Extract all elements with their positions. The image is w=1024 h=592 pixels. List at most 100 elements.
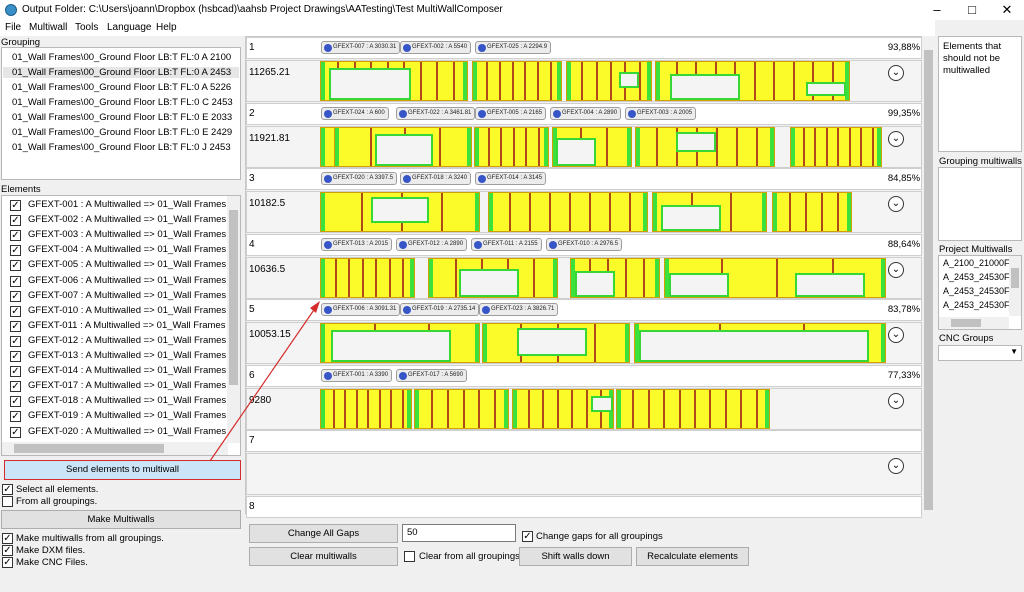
wall-frame-drawing[interactable]: [320, 323, 480, 363]
send-to-multiwall-button[interactable]: Send elements to multiwall: [4, 460, 241, 480]
menu-file[interactable]: File: [5, 22, 22, 33]
project-vscroll-thumb[interactable]: [1011, 268, 1019, 288]
wall-frame-drawing[interactable]: [616, 389, 770, 429]
element-checkbox[interactable]: ✓: [10, 335, 21, 347]
wall-element-chip[interactable]: GFEXT-023 : A 3826.71: [479, 303, 559, 316]
element-item[interactable]: GFEXT-006 : A Multiwalled => 01_Wall Fra…: [28, 274, 240, 286]
element-checkbox[interactable]: ✓: [10, 426, 21, 438]
elements-vscroll-thumb[interactable]: [229, 210, 238, 385]
wall-frame-drawing[interactable]: [334, 127, 472, 167]
wall-frame-drawing[interactable]: [414, 389, 509, 429]
element-item[interactable]: GFEXT-017 : A Multiwalled => 01_Wall Fra…: [28, 380, 240, 392]
wall-frame-drawing[interactable]: [488, 192, 648, 232]
element-checkbox[interactable]: ✓: [10, 320, 21, 332]
not-multiwalled-list[interactable]: Elements that should not be multiwalled: [938, 36, 1022, 152]
elements-hscroll-thumb[interactable]: [14, 444, 164, 453]
element-item[interactable]: GFEXT-018 : A Multiwalled => 01_Wall Fra…: [28, 395, 240, 407]
menu-tools[interactable]: Tools: [75, 22, 99, 33]
cnc-groups-select[interactable]: ▼: [938, 345, 1022, 361]
element-checkbox[interactable]: ✓: [10, 290, 21, 302]
chevron-down-icon[interactable]: ⌄: [888, 131, 904, 147]
wall-frame-drawing[interactable]: [635, 127, 775, 167]
element-item[interactable]: GFEXT-005 : A Multiwalled => 01_Wall Fra…: [28, 259, 240, 271]
element-item[interactable]: GFEXT-020 : A Multiwalled => 01_Wall Fra…: [28, 425, 240, 437]
grouping-list[interactable]: 01_Wall Frames\00_Ground Floor LB:T FL:0…: [1, 47, 241, 180]
element-item[interactable]: GFEXT-019 : A Multiwalled => 01_Wall Fra…: [28, 410, 240, 422]
grouping-item[interactable]: 01_Wall Frames\00_Ground Floor LB:T FL:0…: [12, 97, 233, 108]
menu-language[interactable]: Language: [107, 22, 152, 33]
chevron-down-icon[interactable]: ⌄: [888, 196, 904, 212]
wall-element-chip[interactable]: GFEXT-020 : A 3397.5: [321, 172, 398, 185]
wall-element-chip[interactable]: GFEXT-017 : A 5690: [396, 369, 468, 382]
element-item[interactable]: GFEXT-001 : A Multiwalled => 01_Wall Fra…: [28, 199, 240, 210]
project-multiwalls-list[interactable]: A_2100_21000Fa A_2453_24530Fa A_2453_245…: [938, 255, 1022, 330]
change-gaps-all-checkbox[interactable]: ✓: [522, 531, 533, 542]
project-multiwall-item[interactable]: A_2453_24530Fa: [943, 272, 1015, 282]
project-multiwall-item[interactable]: A_2100_21000Fa: [943, 258, 1015, 268]
element-item[interactable]: GFEXT-011 : A Multiwalled => 01_Wall Fra…: [28, 319, 239, 331]
wall-frame-drawing[interactable]: [790, 127, 882, 167]
wall-element-chip[interactable]: GFEXT-025 : A 2294.9: [475, 41, 552, 54]
wall-element-chip[interactable]: GFEXT-013 : A 2015: [321, 238, 393, 251]
make-multiwalls-button[interactable]: Make Multiwalls: [1, 510, 241, 529]
wall-frame-drawing[interactable]: [474, 127, 549, 167]
wall-element-chip[interactable]: GFEXT-003 : A 2005: [625, 107, 697, 120]
maximize-button[interactable]: □: [968, 2, 976, 17]
chevron-down-icon[interactable]: ⌄: [888, 262, 904, 278]
menu-multiwall[interactable]: Multiwall: [29, 22, 68, 33]
element-item[interactable]: GFEXT-012 : A Multiwalled => 01_Wall Fra…: [28, 334, 240, 346]
select-all-checkbox[interactable]: ✓: [2, 484, 13, 495]
multiwall-vscrollbar[interactable]: [922, 36, 935, 514]
wall-frame-drawing[interactable]: [566, 61, 652, 101]
make-cnc-checkbox[interactable]: ✓: [2, 557, 13, 568]
close-button[interactable]: ✕: [1001, 2, 1013, 17]
wall-element-chip[interactable]: GFEXT-002 : A 5540: [400, 41, 472, 54]
elements-hscrollbar[interactable]: [2, 442, 228, 455]
wall-element-chip[interactable]: GFEXT-024 : A 600: [321, 107, 389, 120]
project-hscrollbar[interactable]: [939, 317, 1009, 329]
project-vscrollbar[interactable]: [1009, 256, 1021, 316]
wall-element-chip[interactable]: GFEXT-004 : A 2890: [550, 107, 622, 120]
wall-element-chip[interactable]: GFEXT-006 : A 3091.31: [321, 303, 401, 316]
wall-frame-drawing[interactable]: [655, 61, 850, 101]
element-checkbox[interactable]: ✓: [10, 351, 21, 362]
wall-frame-drawing[interactable]: [472, 61, 562, 101]
element-checkbox[interactable]: ✓: [10, 396, 21, 408]
clear-from-all-checkbox[interactable]: [404, 551, 415, 562]
elements-vscrollbar[interactable]: [227, 196, 240, 443]
project-hscroll-thumb[interactable]: [951, 319, 981, 327]
grouping-item-selected[interactable]: 01_Wall Frames\00_Ground Floor LB:T FL:0…: [3, 67, 239, 78]
multiwall-vscroll-thumb[interactable]: [924, 50, 933, 510]
grouping-item[interactable]: 01_Wall Frames\00_Ground Floor LB:T FL:0…: [12, 112, 233, 123]
element-item[interactable]: GFEXT-007 : A Multiwalled => 01_Wall Fra…: [28, 289, 240, 301]
element-checkbox[interactable]: ✓: [10, 305, 21, 317]
element-checkbox[interactable]: ✓: [10, 411, 21, 423]
menu-help[interactable]: Help: [156, 22, 177, 33]
element-checkbox[interactable]: ✓: [10, 260, 21, 272]
element-item[interactable]: GFEXT-013 : A Multiwalled => 01_Wall Fra…: [28, 350, 240, 361]
wall-frame-drawing[interactable]: [664, 258, 886, 298]
project-multiwall-item[interactable]: A_2453_24530Fa: [943, 300, 1015, 310]
wall-element-chip[interactable]: GFEXT-012 : A 2890: [396, 238, 468, 251]
element-checkbox[interactable]: ✓: [10, 275, 21, 287]
recalculate-elements-button[interactable]: Recalculate elements: [636, 547, 749, 566]
wall-element-chip[interactable]: GFEXT-007 : A 3030.31: [321, 41, 401, 54]
wall-element-chip[interactable]: GFEXT-001 : A 3390: [321, 369, 393, 382]
chevron-down-icon[interactable]: ⌄: [888, 327, 904, 343]
wall-frame-drawing[interactable]: [512, 389, 614, 429]
grouping-item[interactable]: 01_Wall Frames\00_Ground Floor LB:T FL:0…: [12, 82, 232, 93]
element-checkbox[interactable]: ✓: [10, 245, 21, 257]
element-checkbox[interactable]: ✓: [10, 381, 21, 393]
chevron-down-icon[interactable]: ⌄: [888, 393, 904, 409]
wall-frame-drawing[interactable]: [570, 258, 660, 298]
clear-multiwalls-button[interactable]: Clear multiwalls: [249, 547, 398, 566]
element-checkbox[interactable]: ✓: [10, 215, 21, 227]
wall-frame-drawing[interactable]: [552, 127, 632, 167]
project-multiwall-item[interactable]: A_2453_24530Fa: [943, 286, 1015, 296]
make-all-groupings-checkbox[interactable]: ✓: [2, 533, 13, 544]
from-all-groupings-checkbox[interactable]: [2, 496, 13, 507]
grouping-multiwalls-list[interactable]: [938, 167, 1022, 241]
wall-frame-drawing[interactable]: [320, 258, 415, 298]
shift-walls-down-button[interactable]: Shift walls down: [519, 547, 632, 566]
wall-frame-drawing[interactable]: [772, 192, 852, 232]
